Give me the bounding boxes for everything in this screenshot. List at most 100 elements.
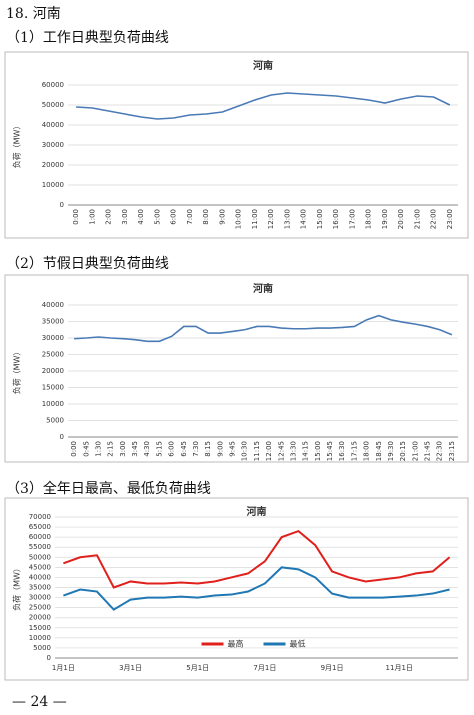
x-tick-label: 13:00: [283, 209, 291, 229]
section-title: 18. 河南: [6, 6, 61, 22]
data-line: [63, 566, 450, 611]
x-tick-label: 21:00: [413, 209, 421, 229]
chart-title: 河南: [253, 59, 273, 72]
x-tick-label: 11月1日: [386, 664, 413, 672]
y-axis-label: 负荷（MW）: [12, 122, 22, 169]
x-tick-label: 19:30: [387, 441, 395, 461]
x-tick-label: 20:15: [399, 441, 407, 461]
y-tick-label: 40000: [42, 121, 64, 129]
x-tick-label: 13:30: [289, 441, 297, 461]
heading: （2）节假日典型负荷曲线: [6, 256, 169, 272]
x-tick-label: 22:00: [430, 209, 438, 229]
x-tick-label: 8:15: [204, 441, 212, 457]
x-tick-label: 12:45: [277, 441, 285, 461]
y-tick-label: 35000: [42, 318, 64, 326]
x-tick-label: 17:00: [348, 209, 356, 229]
x-tick-label: 15:00: [314, 441, 322, 461]
x-tick-label: 11:15: [253, 441, 261, 461]
x-tick-label: 18:00: [365, 209, 373, 229]
page-number: — 24 —: [12, 694, 67, 710]
heading: （3）全年日最高、最低负荷曲线: [6, 481, 211, 497]
x-tick-label: 6:00: [168, 441, 176, 457]
x-tick-label: 1:30: [94, 441, 102, 457]
chart-title: 河南: [253, 282, 273, 295]
x-tick-label: 5月1日: [186, 664, 209, 672]
x-tick-label: 15:00: [316, 209, 324, 229]
y-tick-label: 30000: [42, 141, 64, 149]
y-tick-label: 20000: [29, 614, 51, 622]
x-tick-label: 14:15: [302, 441, 310, 461]
y-axis-label: 负荷（MW）: [12, 348, 22, 395]
y-tick-label: 15000: [42, 384, 64, 392]
y-tick-label: 20000: [42, 161, 64, 169]
y-tick-label: 40000: [29, 573, 51, 581]
x-tick-label: 5:15: [155, 441, 163, 457]
y-tick-label: 50000: [42, 101, 64, 109]
y-tick-label: 10000: [42, 181, 64, 189]
x-tick-label: 21:45: [424, 441, 432, 461]
data-line: [76, 92, 451, 120]
x-tick-label: 16:00: [332, 209, 340, 229]
y-tick-label: 0: [60, 433, 64, 441]
x-tick-label: 18:00: [363, 441, 371, 461]
x-tick-label: 10:30: [241, 441, 249, 461]
y-tick-label: 0: [60, 201, 64, 209]
y-tick-label: 20000: [42, 367, 64, 375]
y-tick-label: 45000: [29, 563, 51, 571]
x-tick-label: 20:00: [397, 209, 405, 229]
y-tick-label: 40000: [42, 301, 64, 309]
legend-label: 最低: [290, 639, 306, 649]
legend-label: 最高: [228, 639, 244, 649]
y-tick-label: 25000: [29, 604, 51, 612]
x-tick-label: 21:00: [411, 441, 419, 461]
y-tick-label: 15000: [29, 624, 51, 632]
y-tick-label: 0: [47, 654, 51, 662]
y-tick-label: 5000: [46, 417, 64, 425]
chart-title: 河南: [247, 505, 267, 518]
y-axis-label: 负荷（MW）: [12, 564, 22, 611]
x-tick-label: 12:00: [267, 209, 275, 229]
x-tick-label: 11:00: [251, 209, 259, 229]
y-tick-label: 35000: [29, 584, 51, 592]
x-tick-label: 17:15: [350, 441, 358, 461]
x-tick-label: 15:45: [326, 441, 334, 461]
x-tick-label: 0:00: [70, 441, 78, 457]
x-tick-label: 19:00: [381, 209, 389, 229]
x-tick-label: 3:00: [119, 441, 127, 457]
data-line: [63, 529, 451, 589]
x-tick-label: 7:30: [192, 441, 200, 457]
x-tick-label: 14:00: [300, 209, 308, 229]
x-tick-label: 9:00: [216, 441, 224, 457]
x-tick-label: 9:00: [218, 209, 226, 225]
x-tick-label: 10:00: [235, 209, 243, 229]
x-tick-label: 5:00: [153, 209, 161, 225]
x-tick-label: 7月1日: [253, 664, 276, 672]
y-tick-label: 55000: [29, 543, 51, 551]
x-tick-label: 4:30: [143, 441, 151, 457]
x-tick-label: 3月1日: [119, 664, 142, 672]
y-tick-label: 70000: [29, 513, 51, 521]
y-tick-label: 10000: [29, 634, 51, 642]
chart-frame: [4, 274, 469, 463]
x-tick-label: 23:15: [448, 441, 456, 461]
x-tick-label: 18:45: [375, 441, 383, 461]
y-tick-label: 65000: [29, 523, 51, 531]
y-tick-label: 30000: [42, 334, 64, 342]
y-tick-label: 60000: [42, 81, 64, 89]
x-tick-label: 23:00: [446, 209, 454, 229]
y-tick-label: 5000: [33, 644, 51, 652]
x-tick-label: 0:00: [72, 209, 80, 225]
chart-frame: [4, 497, 469, 681]
x-tick-label: 6:45: [180, 441, 188, 457]
heading: （1）工作日典型负荷曲线: [6, 30, 169, 46]
x-tick-label: 0:45: [82, 441, 90, 457]
x-tick-label: 1月1日: [52, 664, 75, 672]
y-tick-label: 30000: [29, 594, 51, 602]
y-tick-label: 60000: [29, 533, 51, 541]
x-tick-label: 22:30: [436, 441, 444, 461]
x-tick-label: 1:00: [88, 209, 96, 225]
x-tick-label: 8:00: [202, 209, 210, 225]
x-tick-label: 2:00: [105, 209, 113, 225]
